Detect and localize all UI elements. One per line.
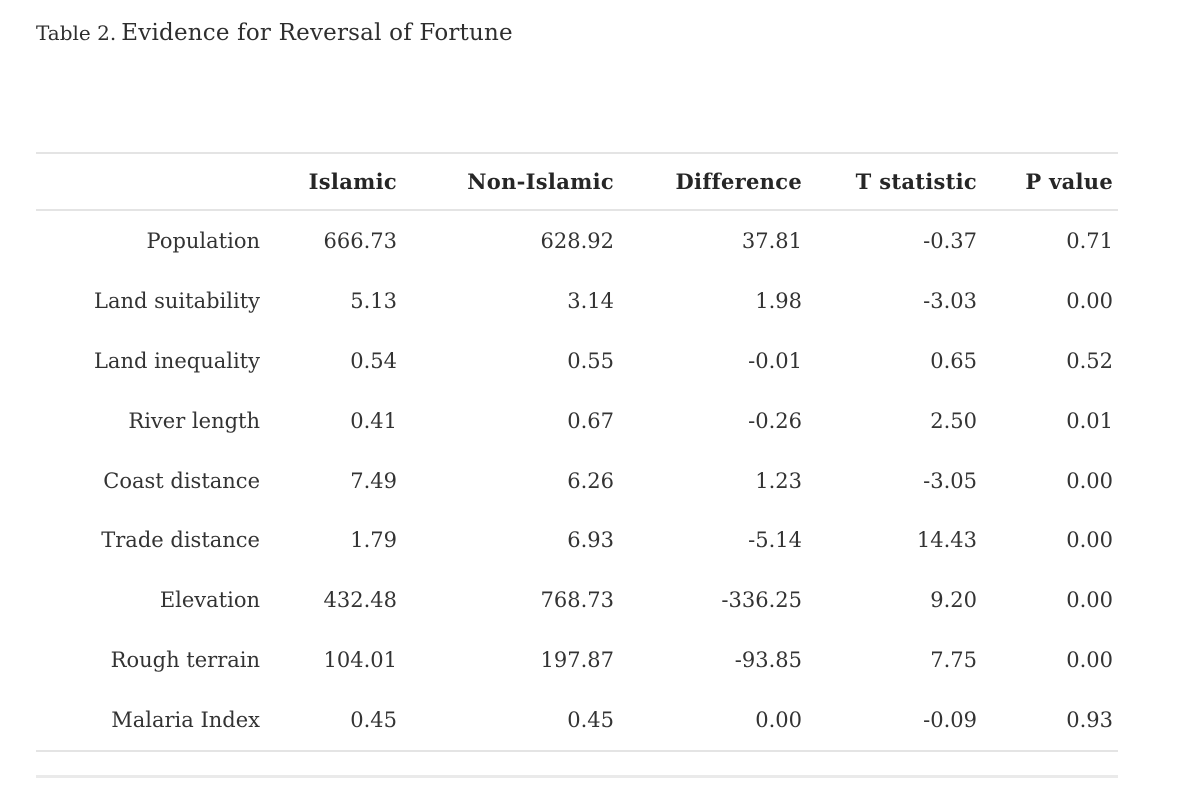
cell-p-value: 0.00	[1066, 528, 1113, 553]
cell-non-islamic: 0.45	[567, 708, 614, 733]
cell-non-islamic: 768.73	[540, 588, 614, 613]
cell-difference: 37.81	[741, 228, 802, 253]
row-label: River length	[128, 408, 260, 433]
row-label: Land inequality	[93, 348, 260, 373]
cell-non-islamic: 6.26	[567, 468, 614, 493]
cell-islamic: 7.49	[350, 468, 397, 493]
cell-islamic: 1.79	[350, 528, 397, 553]
cell-t-statistic: -3.03	[923, 288, 977, 313]
cell-t-statistic: -0.09	[923, 708, 977, 733]
table-row: Population 666.73 628.92 37.81 -0.37 0.7…	[36, 211, 1118, 271]
cell-non-islamic: 0.67	[567, 408, 614, 433]
cell-difference: 1.23	[755, 468, 802, 493]
cell-non-islamic: 197.87	[540, 648, 614, 673]
header-rule	[36, 209, 1118, 211]
cell-p-value: 0.00	[1066, 588, 1113, 613]
cell-islamic: 0.41	[350, 408, 397, 433]
body-bottom-rule	[36, 750, 1118, 753]
table-row: Land suitability 5.13 3.14 1.98 -3.03 0.…	[36, 271, 1118, 331]
cell-t-statistic: 9.20	[930, 588, 977, 613]
cell-t-statistic: 14.43	[916, 528, 977, 553]
cell-islamic: 104.01	[323, 648, 397, 673]
cell-non-islamic: 3.14	[567, 288, 614, 313]
cell-p-value: 0.93	[1066, 708, 1113, 733]
cell-non-islamic: 628.92	[540, 228, 614, 253]
cell-p-value: 0.00	[1066, 288, 1113, 313]
table-title-prefix: Table 2.	[36, 21, 117, 45]
cell-p-value: 0.00	[1066, 468, 1113, 493]
row-label: Elevation	[159, 588, 260, 613]
top-rule	[36, 152, 1118, 154]
table-row: Malaria Index 0.45 0.45 0.00 -0.09 0.93	[36, 690, 1118, 750]
cell-islamic: 666.73	[323, 228, 397, 253]
cell-islamic: 0.54	[350, 348, 397, 373]
cell-islamic: 432.48	[323, 588, 397, 613]
column-header-islamic: Islamic	[308, 169, 397, 194]
table-row: Elevation 432.48 768.73 -336.25 9.20 0.0…	[36, 570, 1118, 630]
table-title-text: Evidence for Reversal of Fortune	[121, 20, 513, 46]
column-header-p-value: P value	[1025, 169, 1113, 194]
cell-p-value: 0.01	[1066, 408, 1113, 433]
row-label: Rough terrain	[110, 648, 260, 673]
cell-difference: 0.00	[755, 708, 802, 733]
table-row: Trade distance 1.79 6.93 -5.14 14.43 0.0…	[36, 510, 1118, 570]
cell-t-statistic: -3.05	[923, 468, 977, 493]
cell-islamic: 0.45	[350, 708, 397, 733]
cell-p-value: 0.52	[1066, 348, 1113, 373]
row-label: Malaria Index	[111, 708, 260, 733]
table-row: Land inequality 0.54 0.55 -0.01 0.65 0.5…	[36, 331, 1118, 391]
cell-difference: -336.25	[721, 588, 802, 613]
cell-difference: 1.98	[755, 288, 802, 313]
cell-t-statistic: 0.65	[930, 348, 977, 373]
cell-difference: -93.85	[734, 648, 802, 673]
column-header-difference: Difference	[675, 169, 802, 194]
row-label: Coast distance	[103, 468, 260, 493]
cell-t-statistic: -0.37	[923, 228, 977, 253]
page-bottom-rule	[36, 775, 1118, 779]
cell-non-islamic: 6.93	[567, 528, 614, 553]
row-label: Land suitability	[94, 288, 260, 313]
row-label: Population	[146, 228, 260, 253]
table-title: Table 2. Evidence for Reversal of Fortun…	[36, 20, 513, 46]
cell-t-statistic: 7.75	[930, 648, 977, 673]
cell-islamic: 5.13	[350, 288, 397, 313]
data-table: Islamic Non-Islamic Difference T statist…	[36, 152, 1118, 779]
row-label: Trade distance	[101, 528, 260, 553]
table-row: Rough terrain 104.01 197.87 -93.85 7.75 …	[36, 630, 1118, 690]
cell-non-islamic: 0.55	[567, 348, 614, 373]
table-row: Coast distance 7.49 6.26 1.23 -3.05 0.00	[36, 451, 1118, 511]
table-row: River length 0.41 0.67 -0.26 2.50 0.01	[36, 391, 1118, 451]
column-header-t-statistic: T statistic	[855, 169, 977, 194]
column-header-non-islamic: Non-Islamic	[467, 169, 614, 194]
cell-p-value: 0.71	[1066, 228, 1113, 253]
cell-p-value: 0.00	[1066, 648, 1113, 673]
cell-t-statistic: 2.50	[930, 408, 977, 433]
cell-difference: -0.26	[748, 408, 802, 433]
cell-difference: -0.01	[748, 348, 802, 373]
table-header-row: Islamic Non-Islamic Difference T statist…	[36, 154, 1118, 209]
cell-difference: -5.14	[748, 528, 802, 553]
